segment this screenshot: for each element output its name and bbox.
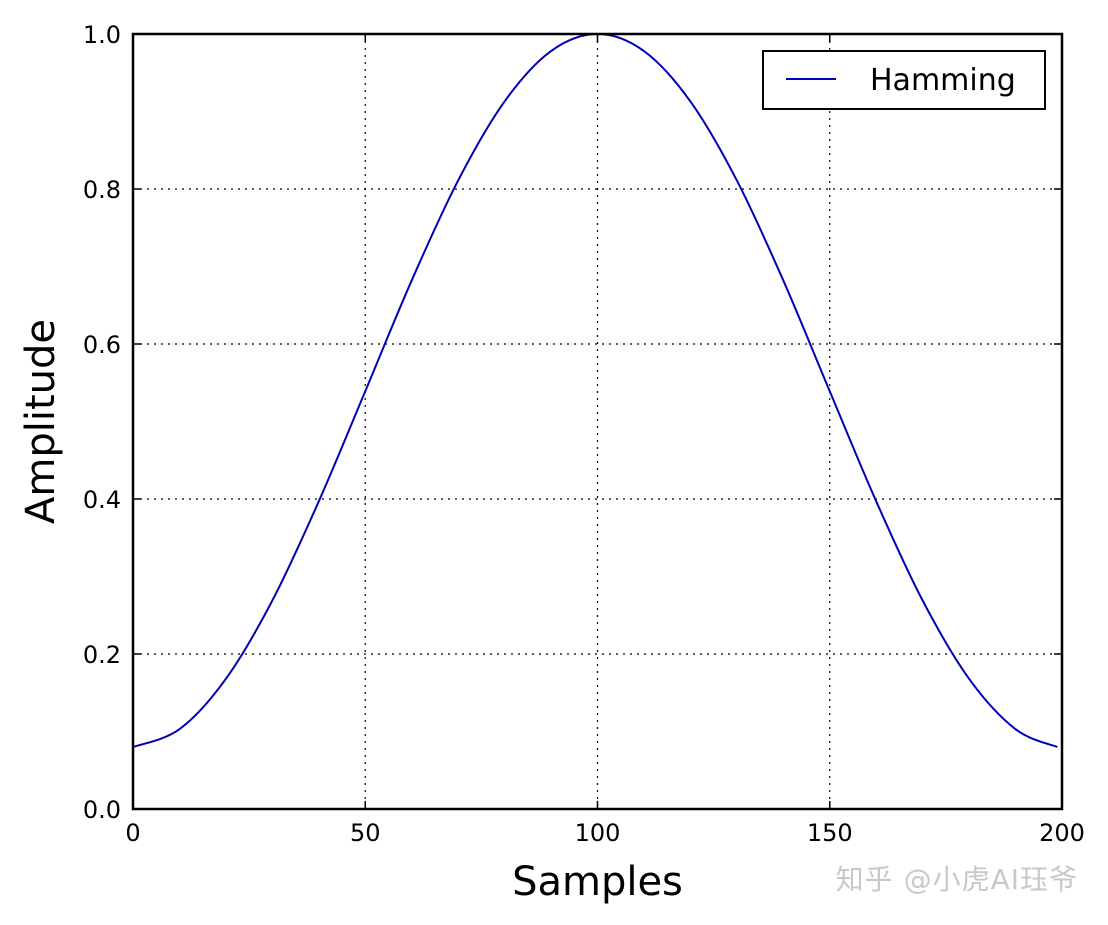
x-tick-label: 150 — [807, 819, 853, 847]
legend-label-hamming: Hamming — [870, 63, 1016, 98]
series-line-hamming — [132, 32, 1058, 748]
y-tick-label: 0.6 — [83, 331, 121, 359]
y-axis-title: Amplitude — [18, 319, 64, 524]
y-tick-label: 0.4 — [83, 486, 121, 514]
x-tick-label: 0 — [125, 819, 140, 847]
x-tick-label: 200 — [1039, 819, 1085, 847]
grid-lines — [133, 34, 1062, 809]
x-axis-title: Samples — [512, 859, 683, 905]
y-tick-label: 0.0 — [83, 796, 121, 824]
y-tick-label: 0.8 — [83, 176, 121, 204]
y-tick-label: 0.2 — [83, 641, 121, 669]
axis-ticks: 0 50 100 150 200 0.0 0.2 0.4 0.6 0.8 1.0 — [83, 21, 1085, 847]
series-layer — [132, 32, 1058, 748]
watermark: 知乎 @小虎AI珏爷 — [835, 863, 1078, 896]
y-tick-label: 1.0 — [83, 21, 121, 49]
x-tick-label: 100 — [575, 819, 621, 847]
legend: Hamming — [762, 50, 1046, 110]
x-tick-label: 50 — [350, 819, 381, 847]
